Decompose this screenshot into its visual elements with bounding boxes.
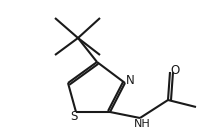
- Text: O: O: [170, 64, 180, 76]
- Text: NH: NH: [134, 119, 150, 129]
- Text: S: S: [70, 110, 78, 123]
- Text: N: N: [126, 75, 134, 87]
